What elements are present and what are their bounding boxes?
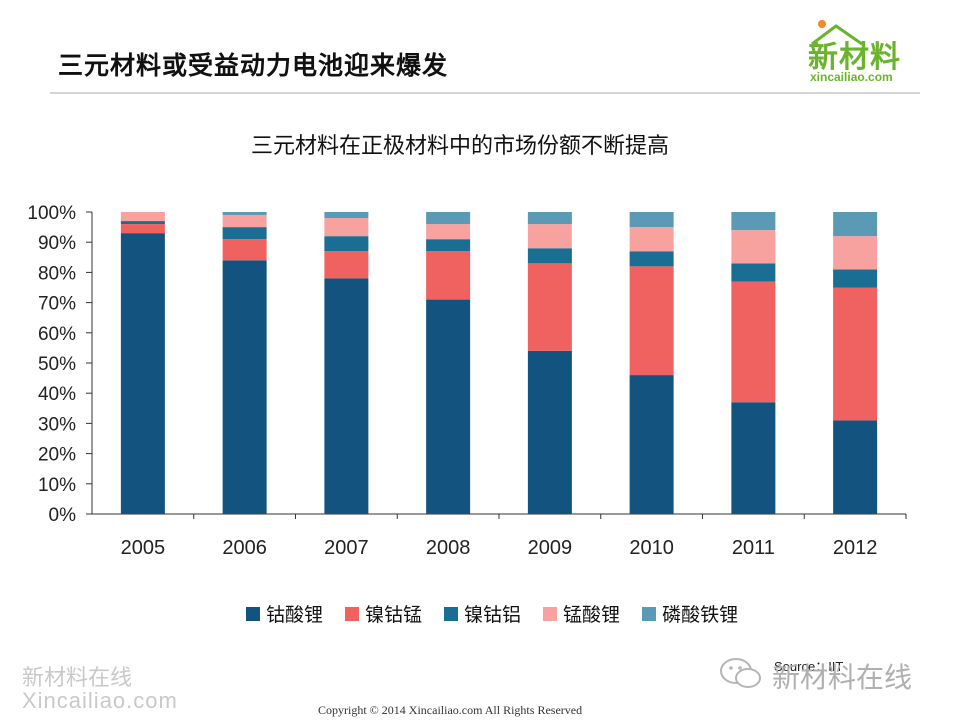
legend-label: 镍钴铝: [464, 604, 522, 626]
y-tick-label: 60%: [38, 324, 76, 345]
source-note: Source：IIT: [774, 659, 844, 674]
legend-item: 磷酸铁锂: [642, 600, 738, 627]
legend-item: 镍钴铝: [444, 600, 521, 627]
bar-2012-镍钴铝: [833, 269, 878, 288]
stacked-bar-chart: 0% 10% 20% 30% 40% 50% 60% 70% 80% 90% 100% 2005 200…: [27, 203, 907, 559]
bar-2007-锰酸锂: [324, 218, 369, 237]
bar-2010-镍钴锰: [629, 266, 674, 376]
bar-2006-磷酸铁锂: [222, 212, 267, 216]
x-tick-label: 2006: [222, 537, 267, 559]
bar-2005-镍钴锰: [120, 224, 165, 234]
legend-item: 锰酸锂: [543, 600, 620, 627]
legend-label: 锰酸锂: [563, 604, 621, 626]
slide-title: 三元材料或受益动力电池迎来爆发: [58, 51, 449, 80]
bar-2009-镍钴铝: [527, 248, 572, 264]
legend-swatch: [543, 606, 558, 621]
bar-2010-镍钴铝: [629, 251, 674, 267]
bar-2011-钴酸锂: [731, 402, 776, 514]
bar-2009-钴酸锂: [527, 350, 572, 514]
bar-2008-磷酸铁锂: [426, 212, 471, 225]
y-tick-label: 30%: [38, 414, 76, 435]
bar-2011-镍钴锰: [731, 281, 776, 403]
bar-2007-镍钴铝: [324, 236, 369, 252]
bar-2008-钴酸锂: [426, 299, 471, 514]
y-tick-label: 100%: [27, 203, 76, 224]
y-tick-label: 50%: [38, 354, 76, 375]
y-tick-label: 70%: [38, 294, 76, 315]
bar-2011-镍钴铝: [731, 263, 776, 282]
wechat-icon: [720, 658, 761, 688]
legend-swatch: [246, 606, 260, 621]
bar-2007-镍钴锰: [324, 251, 369, 279]
legend-item: 钴酸锂: [246, 600, 323, 627]
x-tick-label: 2010: [629, 537, 674, 559]
bar-2009-磷酸铁锂: [527, 212, 572, 225]
bar-2010-锰酸锂: [629, 227, 674, 252]
house-roof-icon: [811, 20, 863, 46]
bar-2008-镍钴铝: [426, 239, 471, 252]
legend-swatch: [345, 606, 360, 621]
y-tick-label: 80%: [38, 263, 76, 284]
bar-2007-钴酸锂: [324, 278, 369, 514]
watermark-left-url: Xincailiao.com: [22, 688, 178, 713]
bar-2011-磷酸铁锂: [731, 212, 776, 231]
x-tick-label: 2008: [426, 537, 471, 559]
bar-2006-镍钴铝: [222, 227, 267, 240]
y-tick-label: 20%: [38, 445, 76, 466]
bar-2005-锰酸锂: [120, 212, 165, 222]
legend-item: 镍钴锰: [345, 600, 422, 627]
bar-2005-钴酸锂: [120, 233, 165, 514]
x-tick-label: 2009: [528, 537, 573, 559]
bar-2006-锰酸锂: [222, 215, 267, 228]
chart-legend: 钴酸锂 镍钴锰 镍钴铝 锰酸锂 磷酸铁锂: [246, 600, 738, 627]
chart-title: 三元材料在正极材料中的市场份额不断提高: [250, 134, 669, 159]
bar-2012-镍钴锰: [833, 287, 878, 421]
bar-2011-锰酸锂: [731, 230, 776, 264]
bar-2012-锰酸锂: [833, 236, 878, 270]
bar-2009-镍钴锰: [527, 263, 572, 351]
bar-2010-磷酸铁锂: [629, 212, 674, 228]
bar-2012-钴酸锂: [833, 420, 878, 514]
bar-2006-钴酸锂: [222, 260, 267, 514]
title-divider: [50, 92, 920, 94]
x-tick-label: 2005: [121, 537, 166, 559]
logo-url: xincailiao.com: [810, 70, 893, 84]
y-tick-label: 10%: [38, 475, 76, 496]
watermark-right: 新材料在线: [772, 661, 913, 694]
y-tick-label: 90%: [38, 233, 76, 254]
bar-2008-锰酸锂: [426, 224, 471, 240]
legend-swatch: [444, 606, 459, 621]
bar-2007-磷酸铁锂: [324, 212, 369, 219]
legend-label: 磷酸铁锂: [662, 604, 739, 626]
bar-2012-磷酸铁锂: [833, 212, 878, 237]
logo-text: 新材料: [808, 40, 901, 75]
x-tick-label: 2011: [732, 537, 775, 559]
bar-2009-锰酸锂: [527, 224, 572, 249]
y-tick-label: 0%: [49, 505, 77, 526]
brand-logo[interactable]: 新材料 xincailiao.com: [806, 18, 924, 90]
bar-2005-镍钴铝: [120, 221, 165, 225]
legend-label: 镍钴锰: [365, 604, 423, 626]
x-tick-label: 2007: [324, 537, 369, 559]
legend-label: 钴酸锂: [266, 604, 324, 626]
bar-2010-钴酸锂: [629, 375, 674, 514]
bar-2006-镍钴锰: [222, 239, 267, 261]
y-tick-label: 40%: [38, 384, 76, 405]
bar-2008-镍钴锰: [426, 251, 471, 300]
x-tick-label: 2012: [833, 537, 878, 559]
copyright: Copyright © 2014 Xincailiao.com All Righ…: [318, 703, 583, 717]
watermark-left-cn: 新材料在线: [22, 666, 133, 691]
legend-swatch: [642, 606, 657, 621]
